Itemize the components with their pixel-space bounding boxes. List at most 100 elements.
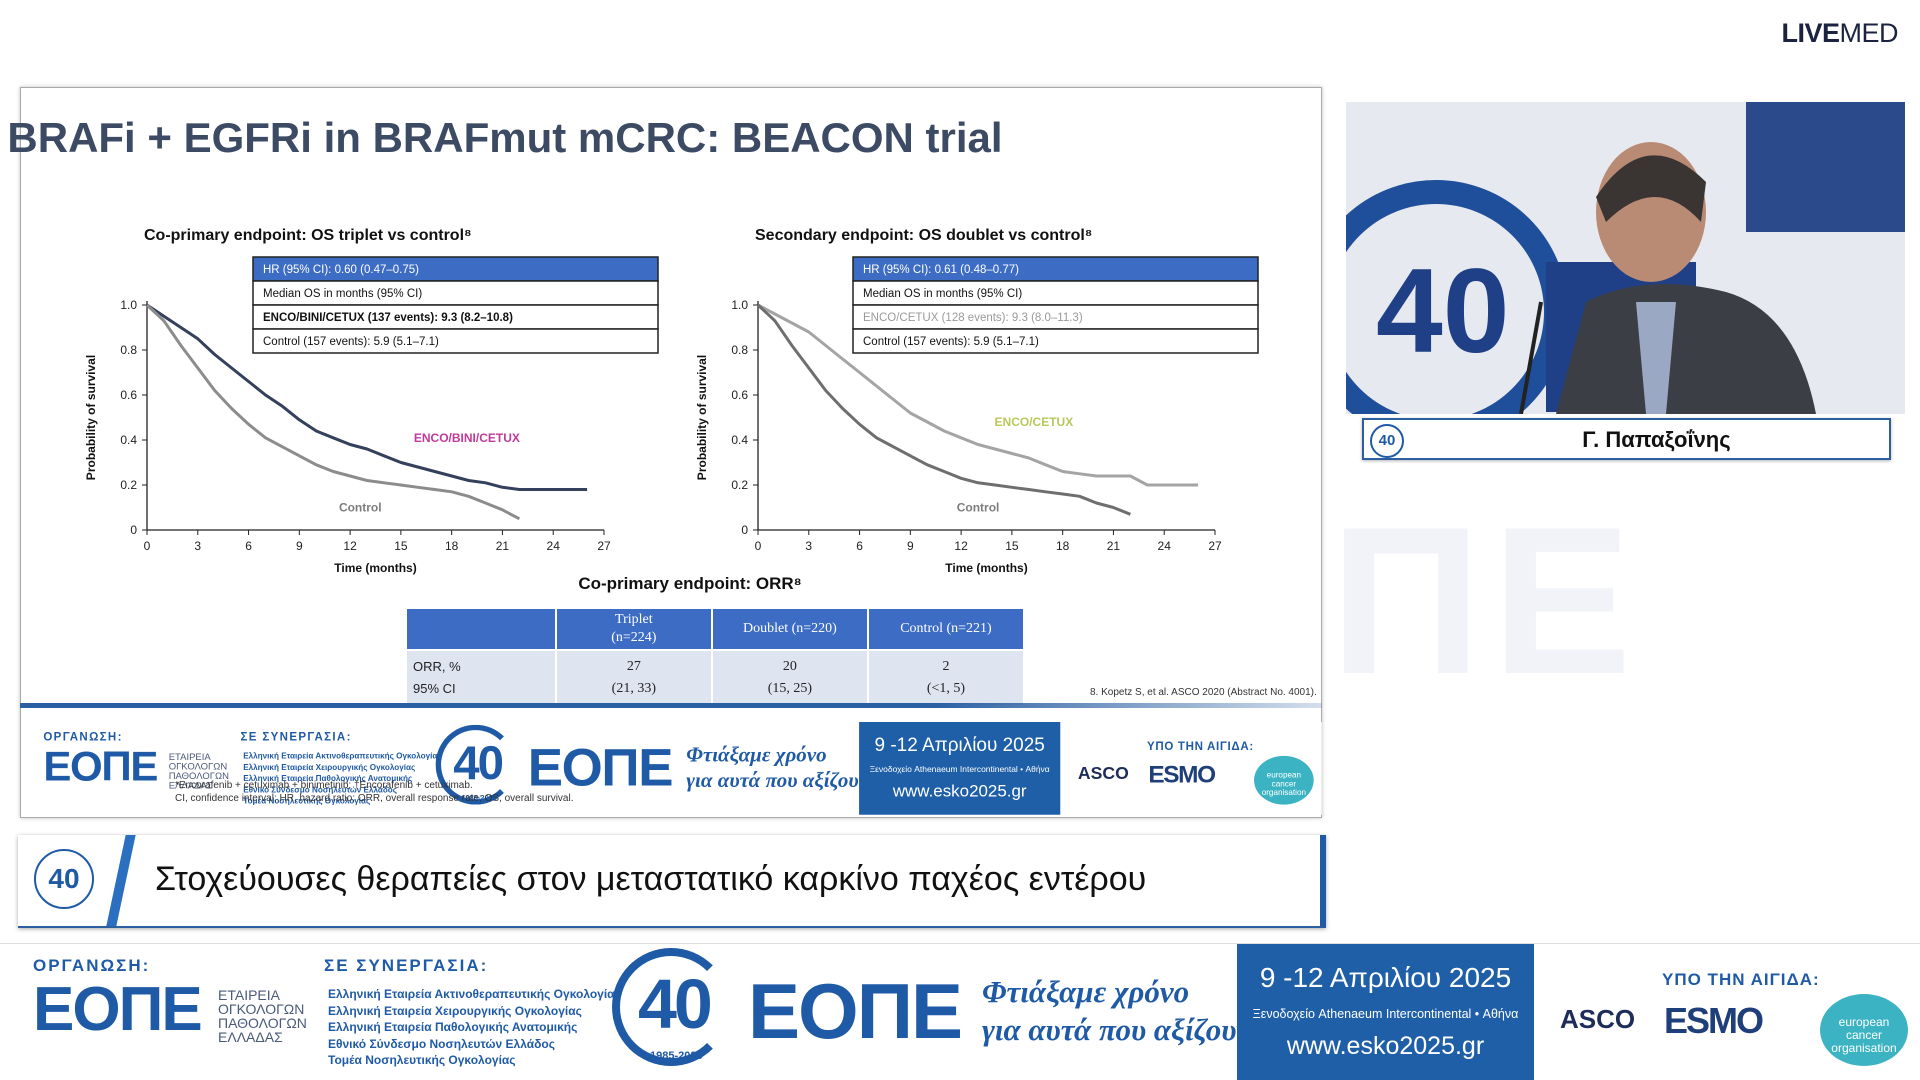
partner: Ελληνική Εταιρεία Παθολογικής Ανατομικής [243, 773, 413, 783]
legend-box-text: Median OS in months (95% CI) [863, 288, 1022, 300]
x-tick-label: 3 [194, 539, 201, 553]
y-axis-title: Probability of survival [695, 355, 709, 480]
partner: Ελληνική Εταιρεία Χειρουργικής Ογκολογία… [328, 1003, 582, 1018]
x-tick-label: 15 [1005, 539, 1019, 553]
legend-box-text: HR (95% CI): 0.60 (0.47–0.75) [263, 264, 419, 276]
anniversary-years: 1985-2025 [650, 1050, 703, 1062]
cell-value: 2 [942, 659, 950, 674]
broadcaster-logo: LIVEMED [1781, 18, 1898, 49]
partner: Ελληνική Εταιρεία Χειρουργικής Ογκολογία… [243, 762, 416, 772]
footnote: CI, confidence interval; HR, hazard rati… [175, 793, 574, 804]
y-tick-label: 0.6 [731, 388, 748, 402]
anniversary-ring [435, 724, 516, 805]
y-axis-title: Probability of survival [84, 355, 98, 480]
survival-curve [757, 303, 1199, 487]
background-decoration: ΠΕ [1330, 483, 1642, 718]
y-tick-label: 0.2 [731, 478, 748, 492]
legend-box-text: Control (157 events): 5.9 (5.1–7.1) [263, 336, 439, 348]
label: ΥΠΟ ΤΗΝ ΑΙΓΙΔΑ: [1147, 739, 1254, 753]
header-corner [405, 607, 557, 651]
legend-box-row [252, 304, 659, 330]
legend-box-text: HR (95% CI): 0.61 (0.48–0.77) [863, 264, 1019, 276]
label: ΣΕ ΣΥΝΕΡΓΑΣΙΑ: [324, 956, 489, 975]
slogan: για αυτά που αξίζουν [982, 1012, 1251, 1047]
organizer-name: ΠΑΘΟΛΟΓΩΝ [168, 770, 229, 781]
organizer-name: ΕΛΛΑΔΑΣ [168, 779, 213, 791]
asco-logo: ASCO [1077, 762, 1129, 783]
x-tick-label: 27 [597, 539, 611, 553]
organizer-name: ΟΓΚΟΛΟΓΩΝ [218, 1001, 305, 1017]
event-venue: Ξενοδοχείο Athenaeum Intercontinental • … [1252, 1007, 1519, 1021]
organizer-name: ΠΑΘΟΛΟΓΩΝ [218, 1015, 307, 1031]
x-tick-label: 3 [805, 539, 812, 553]
label: ΟΡΓΑΝΩΣΗ: [33, 956, 151, 975]
speaker-video: 40 [1346, 102, 1905, 414]
footnote: *Encorafenib + cetuximab + binimetinib; … [175, 780, 473, 791]
anniversary-ring [612, 948, 730, 1066]
organizer-logo: ΕΟΠΕ [43, 743, 158, 790]
backdrop-logo-text: 40 [1376, 244, 1509, 378]
lower-third: 40 Στοχεύουσες θεραπείες στον μεταστατικ… [18, 835, 1326, 928]
x-tick-label: 21 [496, 539, 510, 553]
reference: 8. Kopetz S, et al. ASCO 2020 (Abstract … [1090, 687, 1317, 698]
series-label: Control [957, 501, 1000, 515]
speaker-name-bar: 40 Γ. Παπαξοΐνης [1362, 418, 1891, 460]
event-website: www.esko2025.gr [892, 781, 1027, 801]
survival-curve [146, 303, 588, 491]
event-box: 9 -12 Απριλίου 2025 Ξενοδοχείο Athenaeum … [859, 722, 1061, 815]
slogan: Φτιάξαμε χρόνο [982, 974, 1190, 1009]
legend-box-text: ENCO/CETUX (128 events): 9.3 (8.0–11.3) [863, 312, 1083, 324]
series-label: ENCO/BINI/CETUX [414, 431, 520, 445]
series-label: Control [339, 501, 382, 515]
y-tick-label: 0 [130, 523, 137, 537]
slide-stripe [20, 703, 1322, 708]
asco-logo: ASCO [1560, 1004, 1636, 1034]
esmo-logo: ESMO [1664, 1000, 1764, 1041]
x-tick-label: 24 [547, 539, 561, 553]
table-cell: 2 (<1, 5) [866, 649, 1026, 707]
badge: 40 [34, 849, 94, 909]
x-tick-label: 0 [755, 539, 762, 553]
series-label: ENCO/CETUX [995, 415, 1074, 429]
legend-box-row [252, 280, 659, 306]
row-label: ORR, % [413, 659, 461, 674]
legend-box-text: Median OS in months (95% CI) [263, 288, 422, 300]
legend-box-row [852, 256, 1259, 282]
brand-light: MED [1839, 18, 1899, 48]
label: ΥΠΟ ΤΗΝ ΑΙΓΙΔΑ: [1662, 970, 1820, 989]
footer-banner: ΟΡΓΑΝΩΣΗ: ΕΟΠΕ ΕΤΑΙΡΕΙΑ ΟΓΚΟΛΟΓΩΝ ΠΑΘΟΛΟΓΩΝ Ε… [0, 943, 1920, 1080]
x-tick-label: 6 [856, 539, 863, 553]
survival-curve [145, 303, 521, 521]
speaker-hair [1596, 155, 1706, 222]
speaker-name: Γ. Παπαξοΐνης [1582, 427, 1731, 452]
partner: Ελληνική Εταιρεία Ακτινοθεραπευτικής Ογκ… [328, 987, 621, 1001]
session-title: Στοχεύουσες θεραπείες στον μεταστατικό κ… [155, 860, 1147, 898]
event-dates: 9 -12 Απριλίου 2025 [874, 734, 1045, 756]
legend-box-row [252, 256, 659, 282]
anniversary: 40 [453, 736, 504, 790]
event-box: 9 -12 Απριλίου 2025 Ξενοδοχείο Athenaeum … [1237, 944, 1534, 1080]
x-tick-label: 27 [1208, 539, 1222, 553]
cell-value: (15, 25) [767, 681, 813, 696]
organizer-name: ΟΓΚΟΛΟΓΩΝ [168, 760, 228, 772]
table-cell: 27 (21, 33) [554, 649, 713, 707]
event-venue: Ξενοδοχείο Athenaeum Intercontinental • … [869, 764, 1050, 775]
video-frame: 40 [1346, 102, 1905, 414]
x-tick-label: 6 [245, 539, 252, 553]
survival-curve [756, 303, 1131, 516]
table-header: Triplet (n=224) Doublet (n=220) Control (n… [405, 607, 1026, 651]
table-cell: 20 (15, 25) [710, 649, 869, 707]
column-header: Control (n=221) [866, 607, 1026, 651]
speaker-shirt [1636, 302, 1676, 414]
label: ΣΕ ΣΥΝΕΡΓΑΣΙΑ: [240, 730, 352, 744]
y-tick-label: 0 [741, 523, 748, 537]
x-tick-label: 21 [1107, 539, 1121, 553]
legend-box-text: ENCO/BINI/CETUX (137 events): 9.3 (8.2–1… [263, 312, 513, 324]
slogan: για αυτά που αξίζουν [686, 768, 868, 792]
cell-value: (<1, 5) [926, 681, 966, 696]
slide-banner: ΟΡΓΑΝΩΣΗ: ΕΟΠΕ ΕΤΑΙΡΕΙΑ ΟΓΚΟΛΟΓΩΝ ΠΑΘΟΛΟΓΩΝ Ε… [21, 722, 1322, 815]
x-tick-label: 9 [907, 539, 914, 553]
organizer-name: ΕΤΑΙΡΕΙΑ [168, 751, 211, 762]
y-tick-label: 0.6 [120, 388, 137, 402]
partner: Εθνικό Σύνδεσμο Νοσηλευτών Ελλάδος Τομέα… [328, 1036, 555, 1067]
